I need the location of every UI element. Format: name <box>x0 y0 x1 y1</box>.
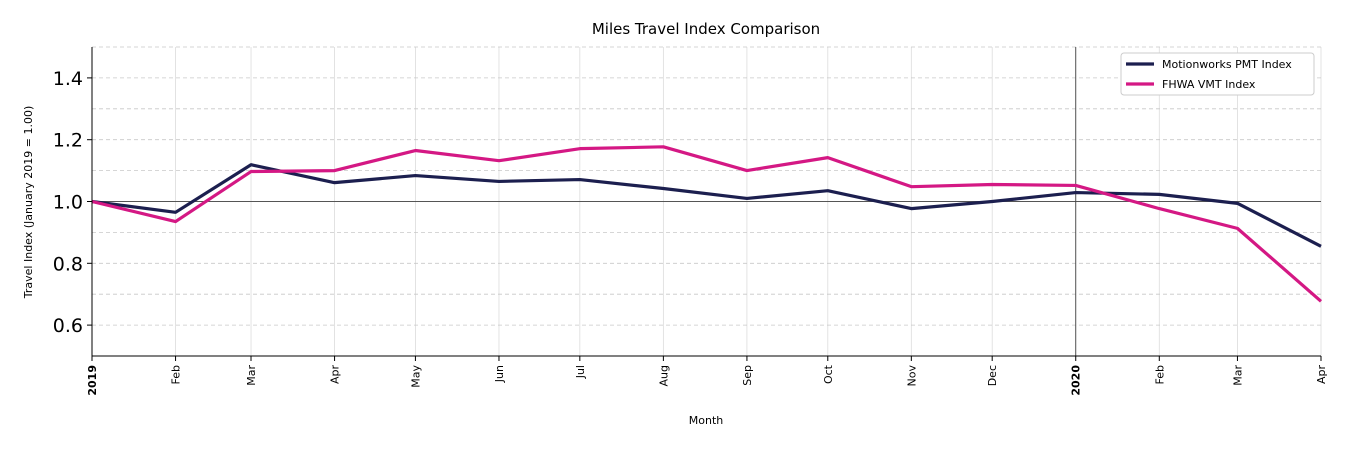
x-tick-label: Jun <box>493 365 506 383</box>
x-tick-label: Mar <box>1231 365 1244 386</box>
series-line-1 <box>91 145 1323 303</box>
legend-label: FHWA VMT Index <box>1162 78 1256 91</box>
x-tick-label: Sep <box>741 365 754 386</box>
x-tick-label: Oct <box>822 364 835 384</box>
legend: Motionworks PMT Index FHWA VMT Index <box>1120 52 1315 96</box>
x-tick-label: Jul <box>574 365 587 379</box>
x-tick-label: Apr <box>329 365 342 385</box>
x-tick-label: Feb <box>170 365 183 384</box>
y-tick-label: 0.8 <box>53 253 83 275</box>
legend-box <box>1120 52 1315 96</box>
y-tick-label: 1.4 <box>53 68 83 90</box>
y-tick-label: 1.2 <box>53 130 83 152</box>
chart-title: Miles Travel Index Comparison <box>592 20 820 38</box>
x-tick-label: Dec <box>986 365 999 386</box>
x-tick-label: Apr <box>1315 365 1328 385</box>
x-tick-label: Aug <box>657 365 670 386</box>
x-tick-label: May <box>409 365 422 388</box>
x-tick-label: Feb <box>1153 365 1166 384</box>
x-tick-label: Mar <box>245 365 258 386</box>
series-lines <box>91 145 1323 303</box>
y-tick-label: 0.6 <box>53 315 83 337</box>
y-axis-label: Travel Index (January 2019 = 1.00) <box>22 106 35 299</box>
y-ticks: 0.6 0.8 1.0 1.2 1.4 <box>53 68 92 337</box>
x-tick-label: 2020 <box>1070 365 1083 396</box>
reference-lines <box>92 47 1321 356</box>
y-tick-label: 1.0 <box>53 192 83 214</box>
legend-label: Motionworks PMT Index <box>1162 58 1292 71</box>
x-tick-label: 2019 <box>86 365 99 396</box>
x-ticks: 2019 Feb Mar Apr May Jun Jul Aug Sep Oct Nov Dec 202… <box>86 356 1328 396</box>
series-line-0 <box>91 163 1322 248</box>
x-tick-label: Nov <box>905 365 918 387</box>
x-axis-label: Month <box>689 414 724 427</box>
